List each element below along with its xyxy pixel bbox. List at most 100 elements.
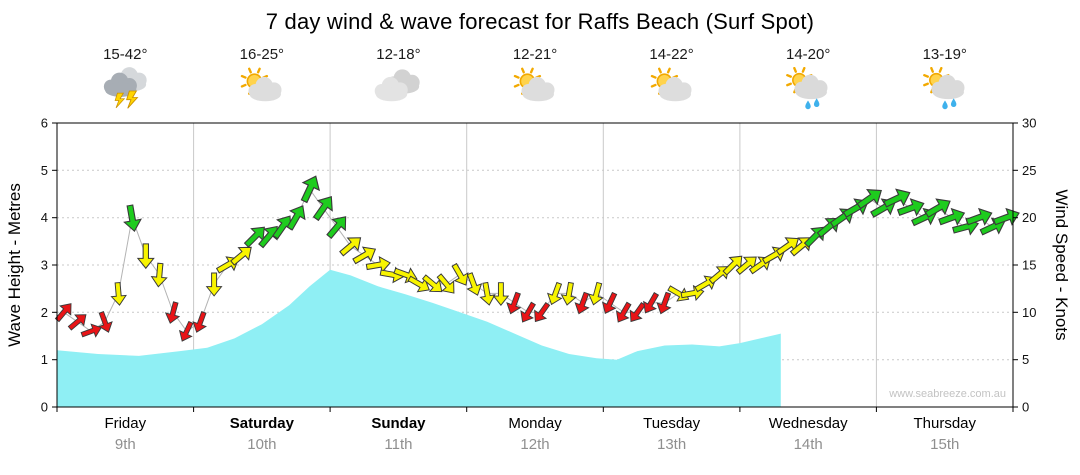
wind-arrow bbox=[352, 246, 377, 265]
wind-arrow bbox=[326, 216, 347, 240]
day-footers: Friday 9th Saturday 10th Sunday 11th Monday 12t… bbox=[57, 415, 1013, 453]
watermark: www.seabreeze.com.au bbox=[889, 388, 1006, 400]
wind-arrow bbox=[98, 311, 113, 333]
right-tick-label: 30 bbox=[1022, 116, 1036, 131]
weather-showers-icon bbox=[922, 67, 965, 110]
wind-arrow bbox=[856, 189, 882, 210]
wind-arrow bbox=[150, 262, 168, 288]
wind-arrow bbox=[492, 282, 510, 306]
wind-arrow bbox=[896, 198, 925, 217]
left-tick-label: 4 bbox=[41, 210, 48, 225]
wind-arrow bbox=[615, 301, 632, 323]
wind-arrow bbox=[656, 291, 672, 315]
day-name: Sunday bbox=[371, 415, 426, 432]
wind-arrow bbox=[883, 188, 911, 208]
day-footer-tuesday: Tuesday 13th bbox=[603, 415, 740, 453]
wind-arrow bbox=[775, 237, 800, 256]
day-date: 13th bbox=[657, 436, 687, 453]
wind-arrow bbox=[451, 262, 469, 286]
wind-arrow bbox=[735, 256, 757, 275]
wind-arrow bbox=[520, 301, 536, 323]
day-date: 10th bbox=[247, 436, 277, 453]
wind-arrow bbox=[574, 291, 590, 315]
weather-cloudy-icon bbox=[375, 69, 421, 102]
left-tick-label: 2 bbox=[41, 305, 48, 320]
temp-range: 12-21° bbox=[512, 46, 558, 63]
day-date: 15th bbox=[930, 436, 960, 453]
day-date: 9th bbox=[114, 436, 136, 453]
day-date: 11th bbox=[384, 436, 413, 453]
temp-range: 14-22° bbox=[649, 46, 694, 63]
rain-drop bbox=[942, 100, 948, 110]
wind-arrow bbox=[192, 311, 207, 333]
day-header-saturday: 16-25° bbox=[194, 44, 331, 116]
right-tick-label: 0 bbox=[1022, 400, 1029, 415]
rain-drop bbox=[950, 98, 957, 108]
right-tick-label: 20 bbox=[1022, 210, 1036, 225]
day-footer-monday: Monday 12th bbox=[467, 415, 604, 453]
weather-partly-cloudy-icon bbox=[240, 67, 282, 102]
left-tick-label: 6 bbox=[41, 116, 48, 131]
cloud bbox=[658, 76, 692, 102]
day-headers: 15-42° 16-25° 12-18° 12-21° 14-22° 14-20° 13-1… bbox=[57, 44, 1013, 116]
wind-arrow bbox=[965, 207, 993, 226]
day-header-tuesday: 14-22° bbox=[603, 44, 740, 116]
temp-range: 13-19° bbox=[922, 46, 967, 63]
lightning-bolt bbox=[114, 92, 126, 109]
day-footer-thursday: Thursday 15th bbox=[876, 415, 1013, 453]
weather-icon-wrap bbox=[740, 66, 877, 116]
day-name: Wednesday bbox=[768, 415, 848, 432]
day-name: Saturday bbox=[229, 415, 294, 432]
page-title: 7 day wind & wave forecast for Raffs Bea… bbox=[265, 9, 815, 34]
wind-arrow bbox=[560, 281, 577, 306]
temp-range: 14-20° bbox=[785, 46, 831, 63]
wind-arrow bbox=[421, 274, 443, 293]
day-name: Thursday bbox=[913, 415, 977, 432]
weather-icon-wrap bbox=[603, 66, 740, 116]
wind-arrow bbox=[506, 291, 522, 315]
temp-range: 15-42° bbox=[103, 46, 148, 63]
left-tick-label: 5 bbox=[41, 163, 48, 178]
day-footer-friday: Friday 9th bbox=[57, 415, 194, 453]
day-header-monday: 12-21° bbox=[467, 44, 604, 116]
left-tick-label: 1 bbox=[41, 352, 48, 367]
weather-icon-wrap bbox=[57, 66, 194, 116]
right-tick-label: 10 bbox=[1022, 305, 1036, 320]
wind-arrow bbox=[123, 204, 142, 233]
cloud bbox=[104, 72, 138, 97]
wind-arrow bbox=[243, 226, 265, 248]
weather-partly-cloudy-icon bbox=[650, 67, 692, 102]
wind-arrow bbox=[205, 272, 223, 297]
rain-drop bbox=[805, 100, 811, 110]
wind-arrow bbox=[164, 301, 181, 324]
wind-arrow bbox=[80, 323, 102, 338]
cloud bbox=[375, 76, 409, 102]
left-tick-label: 0 bbox=[41, 400, 48, 415]
wind-arrow bbox=[286, 205, 306, 231]
wind-arrow bbox=[178, 320, 194, 342]
wind-arrow bbox=[67, 314, 87, 331]
cloud bbox=[794, 74, 828, 100]
wind-arrow bbox=[54, 303, 72, 323]
day-header-friday: 15-42° bbox=[57, 44, 194, 116]
weather-storm-icon bbox=[104, 67, 147, 109]
wind-arrow bbox=[136, 243, 155, 270]
day-name: Tuesday bbox=[643, 415, 701, 432]
day-name: Friday bbox=[104, 415, 147, 432]
wind-arrow bbox=[722, 255, 743, 276]
cloud bbox=[248, 76, 282, 102]
left-tick-label: 3 bbox=[41, 258, 48, 273]
temp-range: 16-25° bbox=[239, 46, 285, 63]
wind-arrow bbox=[938, 207, 966, 226]
wind-arrow bbox=[407, 275, 430, 293]
day-header-thursday: 13-19° bbox=[876, 44, 1013, 116]
wind-arrow bbox=[300, 175, 321, 204]
day-date: 14th bbox=[793, 436, 823, 453]
wind-arrow bbox=[312, 196, 333, 222]
wind-arrow bbox=[479, 281, 496, 306]
wave-height-area bbox=[57, 269, 781, 407]
day-footer-wednesday: Wednesday 14th bbox=[740, 415, 877, 453]
